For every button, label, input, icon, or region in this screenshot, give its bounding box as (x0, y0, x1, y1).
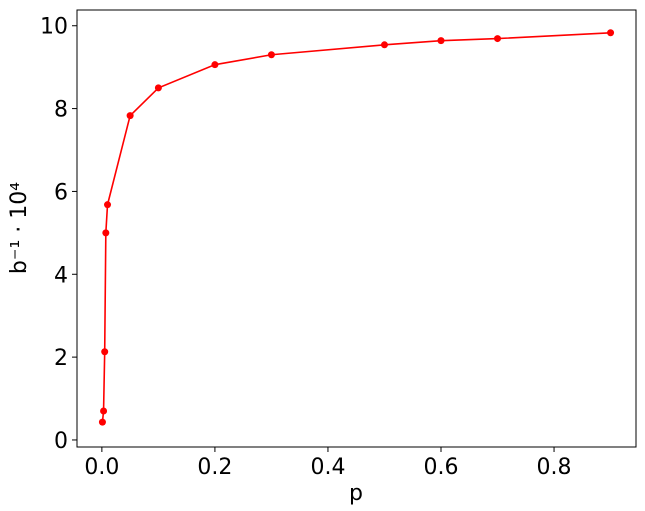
x-tick-label: 0.0 (84, 455, 119, 480)
marker (494, 35, 502, 43)
y-tick-label: 0 (54, 429, 68, 454)
marker (437, 37, 445, 45)
y-tick-label: 4 (54, 263, 68, 288)
y-tick-label: 6 (54, 180, 68, 205)
marker (267, 51, 275, 59)
y-tick-label: 10 (40, 15, 68, 40)
marker (98, 418, 106, 426)
marker (211, 61, 219, 69)
marker (154, 84, 162, 92)
x-tick-label: 0.6 (424, 455, 459, 480)
y-tick-label: 2 (54, 346, 68, 371)
marker (380, 41, 388, 49)
x-axis-label: p (349, 481, 363, 506)
marker (104, 201, 112, 209)
plot-frame (76, 9, 637, 448)
y-axis-label: b⁻¹ · 10⁴ (7, 182, 32, 274)
x-tick-label: 0.8 (537, 455, 572, 480)
line (101, 31, 611, 423)
x-tick-label: 0.4 (310, 455, 345, 480)
marker (607, 29, 615, 37)
x-tick-label: 0.2 (197, 455, 232, 480)
marker (126, 112, 134, 120)
y-tick-label: 8 (54, 98, 68, 123)
marker (102, 229, 110, 237)
marker (100, 407, 108, 415)
marker (101, 348, 109, 356)
